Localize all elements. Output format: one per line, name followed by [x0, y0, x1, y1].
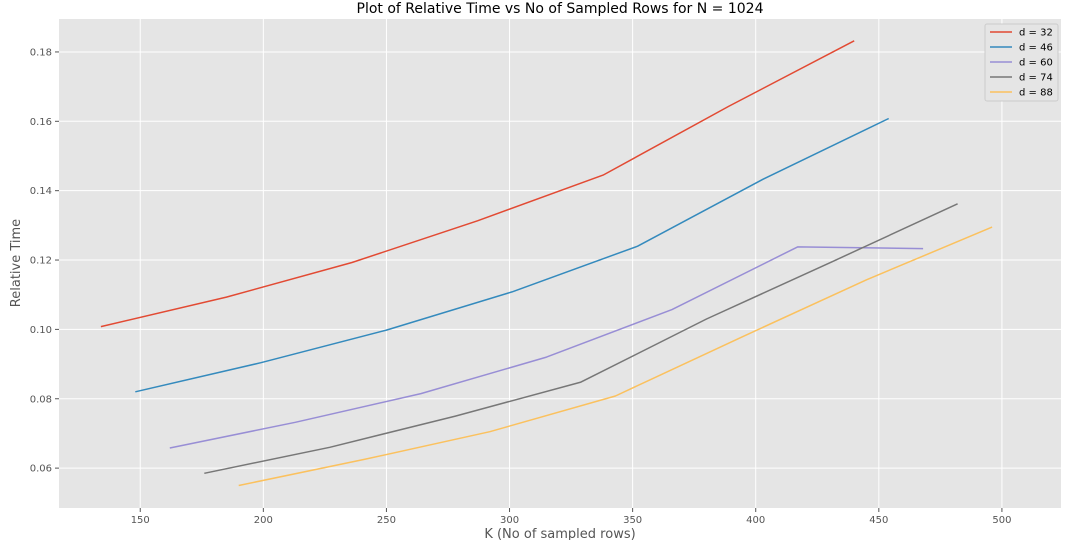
- x-tick-label: 500: [992, 515, 1011, 526]
- y-tick-label: 0.10: [30, 325, 52, 336]
- series-line-2: [135, 117, 890, 393]
- y-tick-label: 0.14: [30, 186, 52, 197]
- series-line-4: [204, 203, 958, 475]
- legend-label: d = 32: [1019, 28, 1053, 39]
- x-tick-label: 150: [131, 515, 150, 526]
- y-axis-label: Relative Time: [9, 219, 24, 307]
- legend-label: d = 60: [1019, 58, 1053, 69]
- x-tick-label: 400: [746, 515, 765, 526]
- y-tick-label: 0.16: [30, 117, 52, 128]
- legend-box: [984, 23, 1059, 102]
- x-tick-label: 200: [254, 515, 273, 526]
- legend-label: d = 88: [1019, 88, 1053, 99]
- series-lines: [100, 40, 993, 487]
- plot-area: [59, 19, 1061, 508]
- axis-ticks: 150 200 250 300 350 400 450 500 0.06 0.08 0.10 0.12…: [30, 47, 1012, 526]
- x-tick-label: 300: [500, 515, 519, 526]
- y-tick-label: 0.08: [30, 394, 52, 405]
- legend: d = 32 d = 46 d = 60 d = 74 d = 88: [984, 23, 1059, 102]
- y-tick-label: 0.18: [30, 47, 52, 58]
- y-tick-label: 0.06: [30, 464, 52, 475]
- legend-label: d = 46: [1019, 43, 1053, 54]
- chart-title: Plot of Relative Time vs No of Sampled R…: [357, 1, 764, 17]
- x-tick-label: 450: [869, 515, 888, 526]
- x-axis-label: K (No of sampled rows): [484, 527, 635, 540]
- series-line-5: [238, 226, 993, 487]
- legend-label: d = 74: [1019, 73, 1053, 84]
- y-tick-label: 0.12: [30, 256, 52, 267]
- x-tick-label: 250: [377, 515, 396, 526]
- x-tick-label: 350: [623, 515, 642, 526]
- series-line-3: [169, 246, 924, 449]
- series-line-1: [100, 40, 855, 328]
